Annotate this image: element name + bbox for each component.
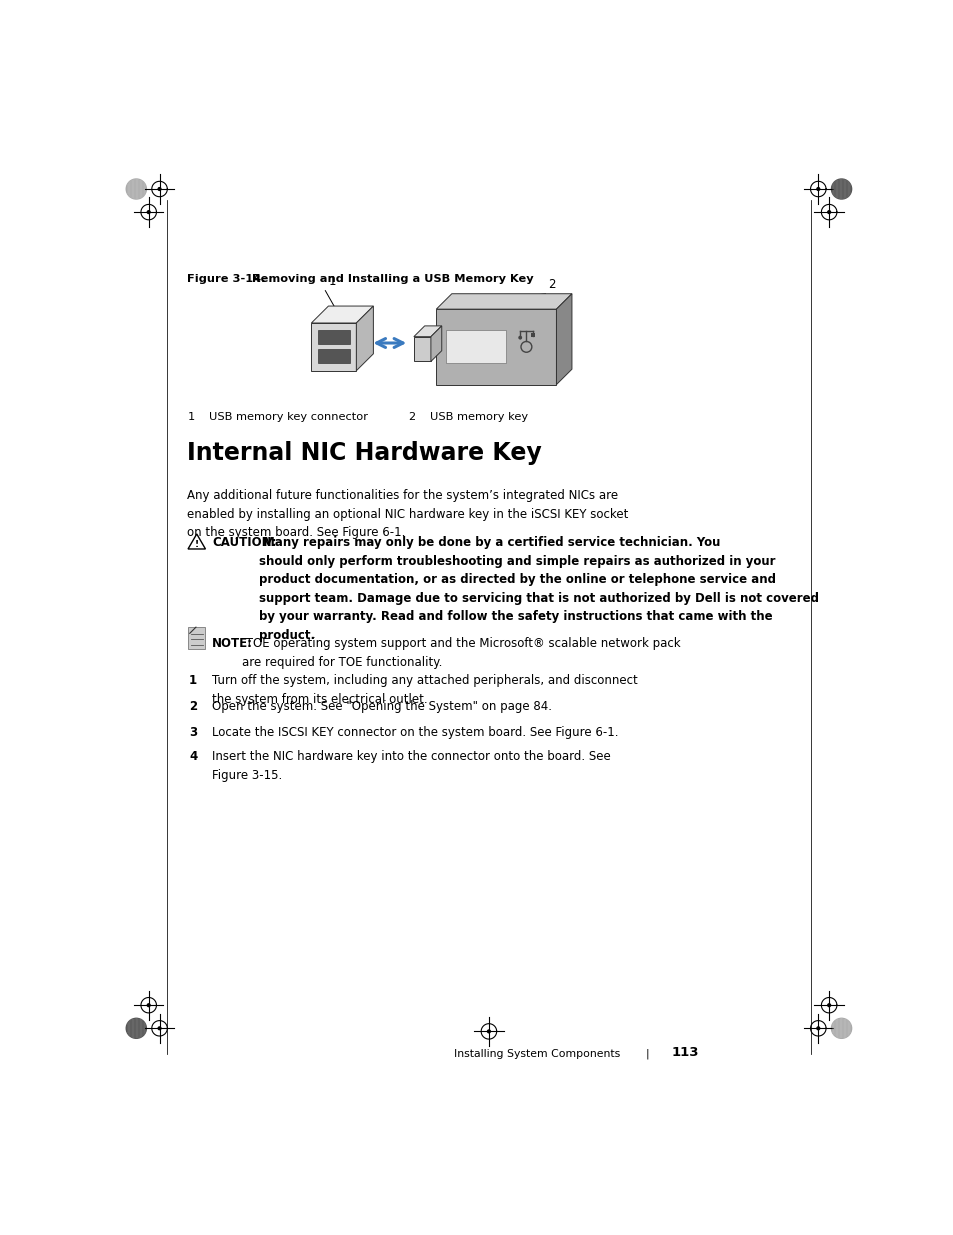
Circle shape bbox=[147, 1004, 150, 1007]
Circle shape bbox=[831, 179, 851, 199]
Text: Open the system. See "Opening the System" on page 84.: Open the system. See "Opening the System… bbox=[212, 700, 552, 714]
Text: Any additional future functionalities for the system’s integrated NICs are
enabl: Any additional future functionalities fo… bbox=[187, 489, 628, 540]
Text: Locate the ISCSI KEY connector on the system board. See Figure 6-1.: Locate the ISCSI KEY connector on the sy… bbox=[212, 726, 618, 739]
Polygon shape bbox=[356, 306, 373, 370]
Polygon shape bbox=[431, 326, 441, 362]
FancyBboxPatch shape bbox=[188, 627, 205, 648]
Circle shape bbox=[816, 188, 819, 190]
Circle shape bbox=[831, 1019, 851, 1039]
Polygon shape bbox=[436, 294, 572, 309]
Text: Many repairs may only be done by a certified service technician. You
should only: Many repairs may only be done by a certi… bbox=[258, 536, 818, 642]
Text: 2: 2 bbox=[548, 278, 556, 290]
Text: 2: 2 bbox=[408, 412, 415, 422]
Polygon shape bbox=[311, 324, 356, 370]
Text: Installing System Components: Installing System Components bbox=[454, 1049, 619, 1060]
Text: 113: 113 bbox=[670, 1046, 698, 1060]
Text: !: ! bbox=[194, 540, 198, 550]
Polygon shape bbox=[317, 330, 350, 343]
Circle shape bbox=[816, 1028, 819, 1030]
Circle shape bbox=[158, 1028, 161, 1030]
Circle shape bbox=[126, 1019, 146, 1039]
Circle shape bbox=[827, 211, 830, 214]
Circle shape bbox=[158, 188, 161, 190]
Polygon shape bbox=[311, 306, 373, 324]
Text: Removing and Installing a USB Memory Key: Removing and Installing a USB Memory Key bbox=[235, 274, 533, 284]
Text: NOTE:: NOTE: bbox=[212, 637, 253, 650]
Circle shape bbox=[147, 211, 150, 214]
Circle shape bbox=[517, 336, 521, 340]
Text: CAUTION:: CAUTION: bbox=[212, 536, 276, 550]
Polygon shape bbox=[436, 309, 556, 384]
Text: 2: 2 bbox=[189, 700, 197, 714]
Polygon shape bbox=[445, 330, 505, 363]
Polygon shape bbox=[317, 350, 350, 363]
Polygon shape bbox=[188, 534, 205, 550]
Text: |: | bbox=[645, 1049, 649, 1060]
Text: 3: 3 bbox=[189, 726, 197, 739]
Text: TOE operating system support and the Microsoft® scalable network pack
are requir: TOE operating system support and the Mic… bbox=[242, 637, 680, 668]
Text: 1: 1 bbox=[189, 674, 197, 687]
Polygon shape bbox=[556, 294, 572, 384]
Circle shape bbox=[126, 179, 146, 199]
Polygon shape bbox=[414, 326, 441, 337]
Text: USB memory key connector: USB memory key connector bbox=[209, 412, 368, 422]
Text: Insert the NIC hardware key into the connector onto the board. See
Figure 3-15.: Insert the NIC hardware key into the con… bbox=[212, 751, 610, 782]
Polygon shape bbox=[530, 333, 534, 337]
Text: 4: 4 bbox=[189, 751, 197, 763]
Polygon shape bbox=[414, 337, 431, 362]
Text: Turn off the system, including any attached peripherals, and disconnect
the syst: Turn off the system, including any attac… bbox=[212, 674, 638, 705]
Circle shape bbox=[487, 1030, 490, 1032]
Circle shape bbox=[827, 1004, 830, 1007]
Text: 1: 1 bbox=[187, 412, 194, 422]
Text: 1: 1 bbox=[328, 274, 335, 288]
Text: USB memory key: USB memory key bbox=[430, 412, 528, 422]
Text: Internal NIC Hardware Key: Internal NIC Hardware Key bbox=[187, 441, 541, 464]
Text: Figure 3-14.: Figure 3-14. bbox=[187, 274, 266, 284]
